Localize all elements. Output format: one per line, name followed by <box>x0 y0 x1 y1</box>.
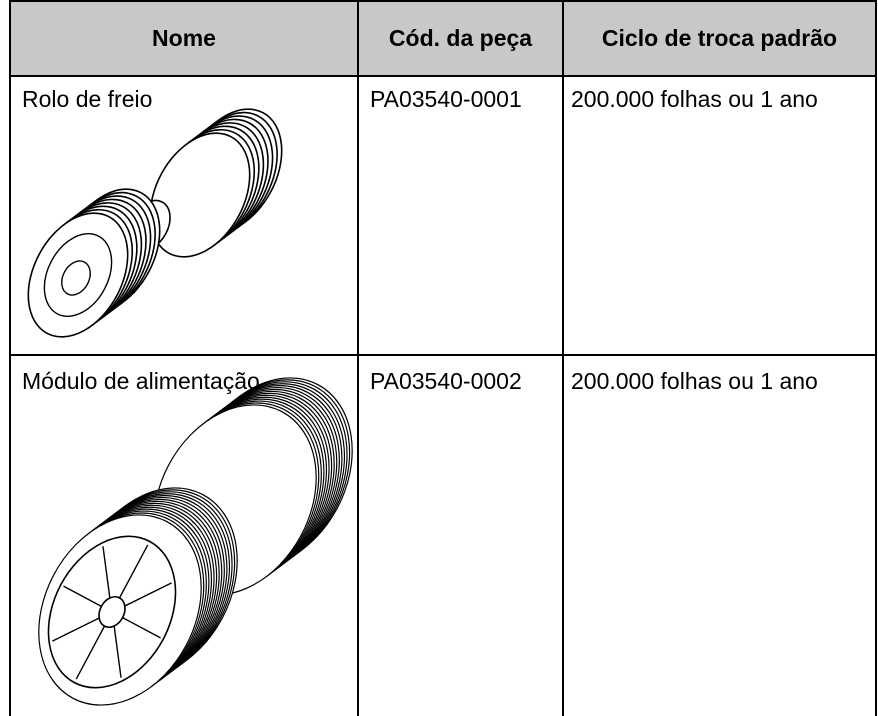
drawing-part <box>102 546 111 599</box>
drawing-part <box>61 260 91 296</box>
cell: PA03540-0002 <box>370 368 522 394</box>
cell: 200.000 folhas ou 1 ano <box>571 86 818 112</box>
cell: 200.000 folhas ou 1 ano <box>571 368 818 394</box>
header-cell: Cód. da peça <box>388 25 533 51</box>
drawing-part <box>47 535 177 689</box>
header-cell: Ciclo de troca padrão <box>601 25 838 51</box>
drawing-part <box>75 625 106 680</box>
drawing-part <box>43 232 113 318</box>
illustrations <box>27 108 353 706</box>
drawing-part <box>98 595 126 629</box>
drawing-part <box>27 212 129 338</box>
cell: PA03540-0001 <box>370 86 522 112</box>
drawing-part <box>38 514 202 706</box>
cell: Rolo de freio <box>22 86 153 112</box>
drawing-part <box>122 617 161 639</box>
drawing-part <box>113 625 122 678</box>
header-cell: Nome <box>152 25 216 51</box>
header-background <box>10 0 876 76</box>
cell: Módulo de alimentação <box>22 368 260 394</box>
grid-lines <box>9 0 877 716</box>
drawing-part <box>63 585 102 607</box>
drawing-part <box>124 582 172 607</box>
drawing-part <box>118 544 149 599</box>
drawing-part <box>149 132 251 258</box>
drawing-part <box>52 617 100 642</box>
